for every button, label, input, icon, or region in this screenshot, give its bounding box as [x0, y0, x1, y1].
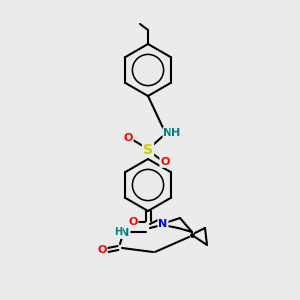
Text: N: N	[164, 128, 172, 138]
Text: N: N	[158, 219, 168, 229]
Text: O: O	[123, 133, 133, 143]
Text: O: O	[97, 245, 107, 255]
Text: N: N	[120, 228, 130, 238]
Text: H: H	[114, 227, 122, 237]
Text: O: O	[160, 157, 170, 167]
Text: S: S	[143, 143, 153, 157]
Text: O: O	[128, 217, 138, 227]
Text: H: H	[171, 128, 181, 138]
